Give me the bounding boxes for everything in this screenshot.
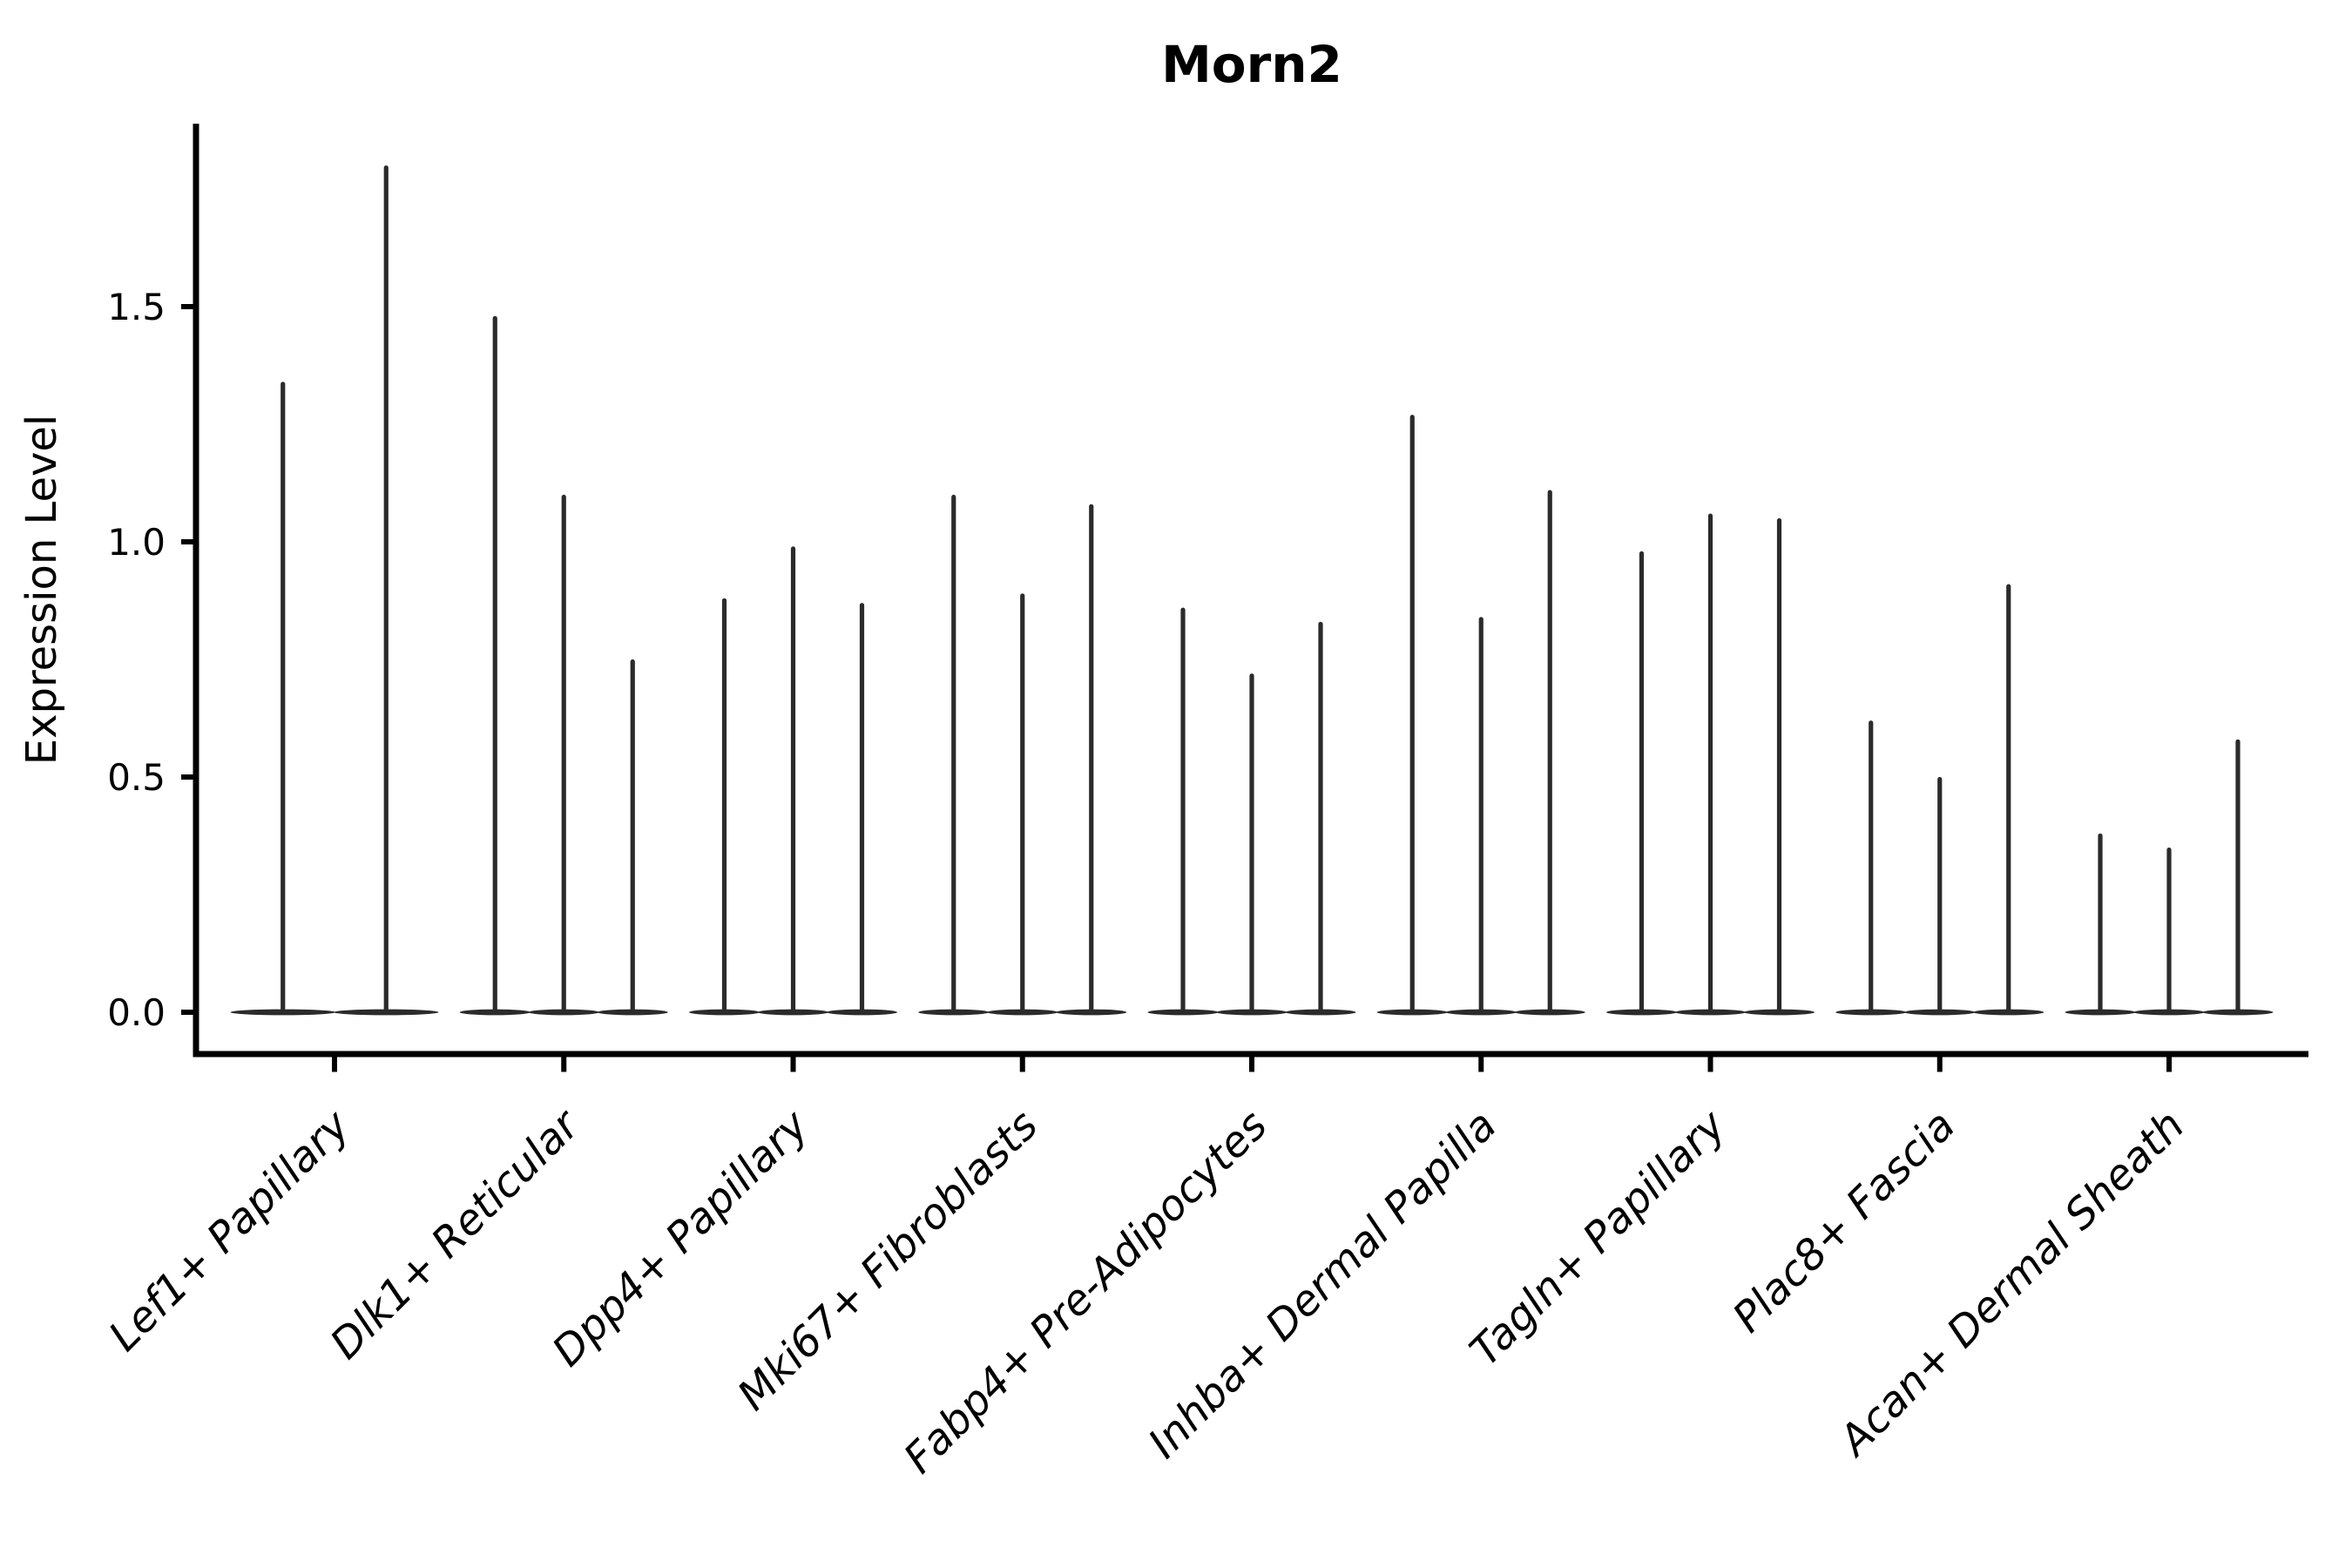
axes-layer xyxy=(181,124,2308,1072)
x-tick-label: Dpp4+ Papillary xyxy=(543,1100,818,1375)
violin-group xyxy=(1606,513,1815,1016)
y-tick-label: 1.0 xyxy=(107,521,166,564)
violin-group xyxy=(918,494,1127,1016)
violin-group xyxy=(1835,584,2044,1016)
y-tick-label: 1.5 xyxy=(107,286,166,328)
y-tick-label: 0.5 xyxy=(107,756,166,799)
x-tick-label: Tagln+ Papillary xyxy=(1461,1100,1736,1375)
x-tick-label: Plac8+ Fascia xyxy=(1724,1101,1965,1342)
chart-title: Morn2 xyxy=(1161,35,1342,94)
violin-layer xyxy=(230,165,2274,1016)
x-tick-label: Lef1+ Papillary xyxy=(99,1100,360,1361)
x-tick-label: Dlk1+ Reticular xyxy=(321,1099,591,1369)
violin-group xyxy=(1147,607,1356,1016)
y-axis-title: Expression Level xyxy=(17,415,66,766)
y-tick-label: 0.0 xyxy=(107,991,166,1034)
violin-group xyxy=(230,165,439,1016)
x-tick-label: Fabp4+ Pre-Adipocytes xyxy=(895,1101,1277,1484)
violin-group xyxy=(459,315,668,1016)
violin-group xyxy=(2065,739,2274,1016)
violin-group xyxy=(1376,415,1585,1016)
violin-group xyxy=(689,546,897,1016)
